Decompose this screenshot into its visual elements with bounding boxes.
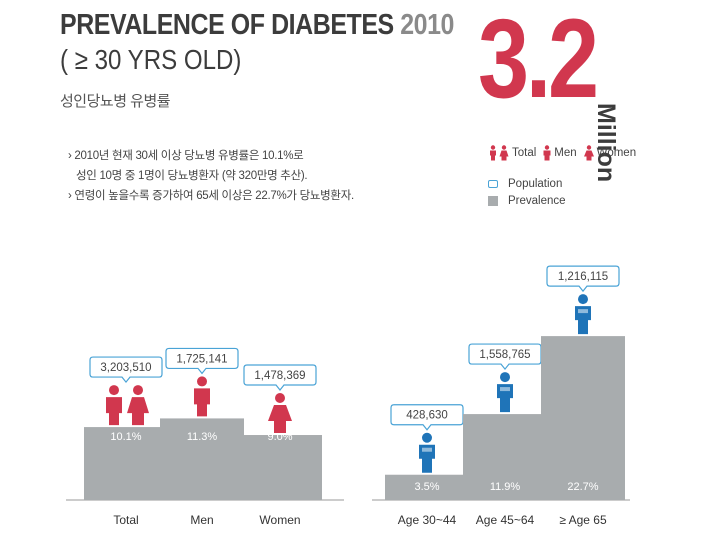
population-callout-0-1 xyxy=(165,347,239,375)
title-year: 2010 xyxy=(400,9,455,41)
legend-total: Total xyxy=(488,145,536,161)
legend-women-label: Women xyxy=(596,147,637,159)
headline-number: 3.2 xyxy=(478,0,599,121)
legend: Total Men Women Population Prevalence xyxy=(488,145,642,207)
bar-1-0 xyxy=(385,474,469,500)
icon-head xyxy=(578,294,588,305)
man-icon xyxy=(543,145,551,161)
note-line-1: › 2010년 현재 30세 이상 당뇨병 유병률은 10.1%로 xyxy=(68,150,304,162)
population-label-0-1: 1,725,141 xyxy=(176,353,227,365)
couple-icon-0-0 xyxy=(106,385,149,426)
legend-total-label: Total xyxy=(512,147,537,159)
category-label-1-0: Age 30~44 xyxy=(398,513,457,527)
prevalence-label-1-0: 3.5% xyxy=(414,481,439,493)
population-callout-1-0 xyxy=(390,404,464,431)
icon-head xyxy=(500,372,510,383)
couple-icon xyxy=(490,145,509,161)
legend-sex-row: Total Men Women xyxy=(488,145,642,161)
legend-population: Population xyxy=(488,178,562,190)
prevalence-label-1-2: 22.7% xyxy=(567,481,598,493)
category-label-0-2: Women xyxy=(259,513,300,527)
note-line-2: 성인 10명 중 1명이 당뇨병환자 (약 320만명 추산). xyxy=(76,170,308,182)
legend-men-label: Men xyxy=(554,147,577,159)
bar-1-1 xyxy=(463,414,547,500)
note-line-3: › 연령이 높을수록 증가하여 65세 이상은 22.7%가 당뇨병환자. xyxy=(68,190,354,202)
man-icon-0-1 xyxy=(194,376,210,417)
person-icon-1-0 xyxy=(419,432,435,473)
population-label-1-2: 1,216,115 xyxy=(558,271,608,283)
category-label-0-1: Men xyxy=(190,513,213,527)
bar-0-2 xyxy=(238,435,322,500)
category-label-0-0: Total xyxy=(113,513,138,527)
page-subtitle: ( ≥ 30 YRS OLD) xyxy=(60,44,242,75)
population-label-0-2: 1,478,369 xyxy=(254,370,305,382)
woman-icon-0-2 xyxy=(268,393,292,434)
population-callout-0-0 xyxy=(89,356,163,384)
icon-head xyxy=(133,385,143,396)
title-text: PREVALENCE OF DIABETES xyxy=(60,9,394,41)
notes: › 2010년 현재 30세 이상 당뇨병 유병률은 10.1%로 성인 10명… xyxy=(68,146,354,206)
prevalence-swatch xyxy=(488,196,498,206)
population-label-1-1: 1,558,765 xyxy=(479,349,530,361)
population-label-1-0: 428,630 xyxy=(406,410,448,422)
population-label-0-0: 3,203,510 xyxy=(100,362,151,374)
population-swatch xyxy=(488,180,498,188)
legend-prevalence: Prevalence xyxy=(488,195,566,207)
prevalence-label-1-1: 11.9% xyxy=(490,481,521,493)
prevalence-label-0-1: 11.3% xyxy=(187,431,218,443)
icon-body xyxy=(127,397,149,426)
bar-1-2 xyxy=(541,336,625,500)
korean-title: 성인당뇨병 유병률 xyxy=(60,93,171,110)
icon-arm xyxy=(422,447,432,452)
icon-head xyxy=(109,385,119,396)
icon-head xyxy=(422,432,432,443)
legend-women: Women xyxy=(583,145,636,161)
prevalence-label-0-2: 9.0% xyxy=(267,431,292,443)
icon-body xyxy=(194,388,210,417)
person-icon-1-1 xyxy=(497,372,513,413)
population-callout-0-2 xyxy=(243,364,317,391)
icon-arm xyxy=(578,309,588,314)
woman-icon xyxy=(583,145,594,161)
title-block: PREVALENCE OF DIABETES 2010 ( ≥ 30 YRS O… xyxy=(60,8,518,111)
icon-head xyxy=(197,376,207,387)
page-title: PREVALENCE OF DIABETES 2010 xyxy=(60,8,454,42)
bar-0-1 xyxy=(160,418,244,500)
legend-prevalence-label: Prevalence xyxy=(508,195,566,207)
population-callout-1-2 xyxy=(546,265,620,293)
icon-arm xyxy=(500,387,510,392)
legend-men: Men xyxy=(542,145,577,161)
icon-body xyxy=(106,397,122,426)
bar-0-0 xyxy=(84,427,168,500)
category-label-1-1: Age 45~64 xyxy=(476,513,535,527)
person-icon-1-2 xyxy=(575,294,591,335)
category-label-1-2: ≥ Age 65 xyxy=(559,513,607,527)
prevalence-label-0-0: 10.1% xyxy=(110,431,141,443)
icon-body xyxy=(268,405,292,434)
icon-head xyxy=(275,393,285,404)
legend-population-label: Population xyxy=(508,178,563,190)
population-callout-1-1 xyxy=(468,343,542,371)
